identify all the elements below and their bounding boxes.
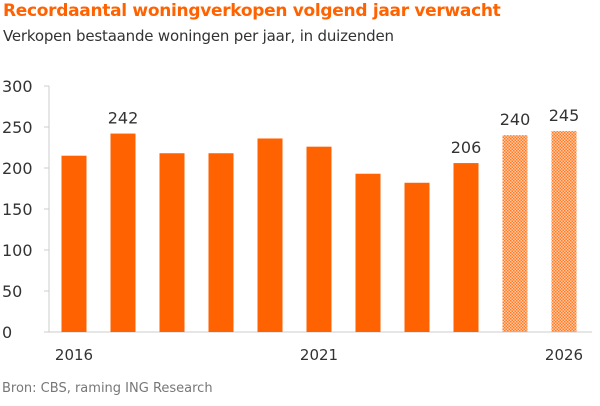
bar-2021 <box>306 146 332 332</box>
bar-2024 <box>453 163 479 332</box>
bar-2022 <box>355 173 381 332</box>
y-tick-label: 100 <box>2 241 33 260</box>
x-tick-label: 2021 <box>300 346 338 364</box>
data-label: 242 <box>108 109 139 128</box>
chart-title: Recordaantal woningverkopen volgend jaar… <box>3 1 501 21</box>
y-tick-label: 200 <box>2 159 33 178</box>
y-tick-label: 150 <box>2 200 33 219</box>
data-label: 240 <box>500 110 531 129</box>
bar-2025 <box>502 135 528 332</box>
y-tick-label: 50 <box>2 282 22 301</box>
bar-2026 <box>551 131 577 332</box>
chart-subtitle: Verkopen bestaande woningen per jaar, in… <box>3 27 394 45</box>
bar-2017 <box>110 133 136 332</box>
bar-2016 <box>61 155 87 332</box>
data-label: 245 <box>549 106 580 125</box>
x-tick-label: 2016 <box>55 346 93 364</box>
y-tick-label: 0 <box>2 323 12 342</box>
bar-2020 <box>257 138 283 332</box>
bar-2018 <box>159 153 185 332</box>
x-tick-label: 2026 <box>545 346 583 364</box>
bar-2019 <box>208 153 234 332</box>
y-tick-label: 300 <box>2 77 33 96</box>
source-note: Bron: CBS, raming ING Research <box>2 381 213 396</box>
data-label: 206 <box>451 138 482 157</box>
y-tick-label: 250 <box>2 118 33 137</box>
bar-2023 <box>404 182 430 332</box>
